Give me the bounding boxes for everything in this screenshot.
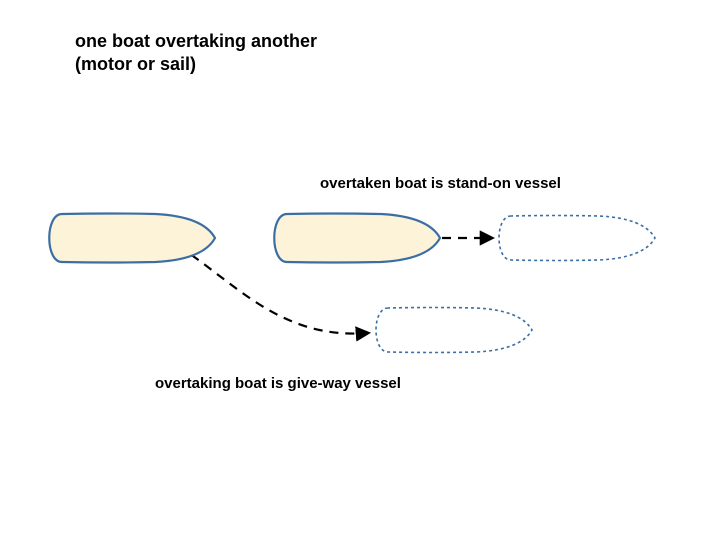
boat-overtaken-future bbox=[499, 216, 655, 261]
boat-overtaken bbox=[274, 214, 440, 263]
boat-overtaking-future bbox=[376, 308, 532, 353]
boat-overtaking-start bbox=[49, 214, 215, 263]
diagram-stage: one boat overtaking another (motor or sa… bbox=[0, 0, 720, 540]
diagram-svg bbox=[0, 0, 720, 540]
